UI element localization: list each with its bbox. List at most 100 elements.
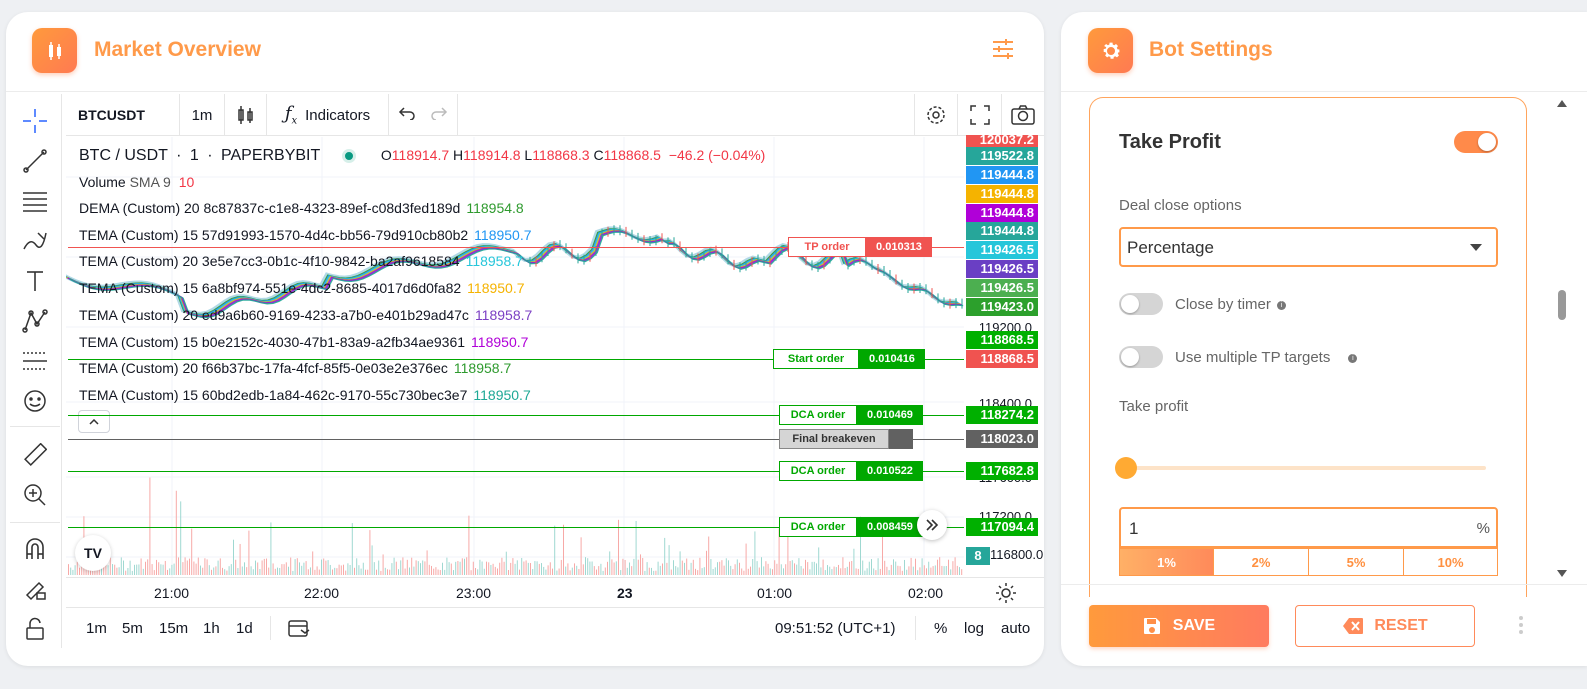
order-amount (889, 429, 913, 449)
volume-legend: Volume SMA 9 10 (79, 174, 194, 190)
clock-display[interactable]: 09:51:52 (UTC+1) (775, 620, 896, 637)
collapse-legend-button[interactable] (78, 410, 110, 433)
change-value: −46.2 (−0.04%) (668, 147, 766, 163)
indicator-legend-row[interactable]: TEMA (Custom) 20 f66b37bc-17fa-4fcf-85f5… (79, 360, 511, 376)
bot-title: Bot Settings (1149, 38, 1273, 61)
brush-icon[interactable] (20, 226, 50, 256)
range-button-15m[interactable]: 15m (159, 620, 189, 637)
indicators-button[interactable]: ƒx Indicators (267, 94, 389, 136)
settings-scrollbar[interactable] (1554, 98, 1568, 582)
camera-icon[interactable] (1002, 94, 1044, 136)
horizontal-lines-icon[interactable] (20, 186, 50, 216)
fib-icon[interactable] (20, 346, 50, 376)
preset-10-percent[interactable]: 10% (1403, 548, 1498, 576)
auto-scale-toggle[interactable]: auto (1001, 620, 1031, 637)
fullscreen-icon[interactable] (958, 94, 1002, 136)
settings-gear-icon[interactable] (914, 94, 958, 136)
reset-button[interactable]: RESET (1295, 605, 1475, 647)
text-icon[interactable] (20, 266, 50, 296)
preset-1-percent[interactable]: 1% (1119, 548, 1214, 576)
order-line (68, 439, 964, 440)
indicator-value: 118958.7 (474, 306, 533, 323)
order-amount: 0.010313 (866, 237, 932, 257)
magnet-icon[interactable] (20, 534, 50, 564)
order-amount: 0.010522 (857, 461, 923, 481)
undo-icon[interactable] (398, 106, 416, 124)
crosshair-icon[interactable] (20, 106, 50, 136)
indicator-legend-row[interactable]: TEMA (Custom) 15 60bd2edb-1a84-462c-9170… (79, 387, 531, 403)
symbol-button[interactable]: BTCUSDT (66, 94, 180, 136)
trend-line-icon[interactable] (20, 146, 50, 176)
reset-label: RESET (1374, 617, 1428, 634)
low-value: 118868.3 (532, 147, 590, 163)
indicator-legend-row[interactable]: TEMA (Custom) 15 57d91993-1570-4d4c-bb56… (79, 227, 532, 243)
close-by-timer-toggle[interactable] (1119, 293, 1163, 315)
scroll-thumb[interactable] (1558, 290, 1566, 320)
ruler-icon[interactable] (20, 440, 50, 470)
indicator-legend-row[interactable]: TEMA (Custom) 20 ed9a6b60-9169-4233-a7b0… (79, 307, 532, 323)
percent-scale-toggle[interactable]: % (934, 620, 948, 637)
take-profit-slider[interactable] (1115, 457, 1488, 479)
indicator-legend-row[interactable]: DEMA (Custom) 20 8c87837c-c1e8-4323-89ef… (79, 200, 524, 216)
interval-button[interactable]: 1m (180, 94, 225, 136)
multiple-tp-toggle[interactable] (1119, 346, 1163, 368)
more-options-icon[interactable] (1519, 616, 1525, 636)
order-label[interactable]: DCA order 0.008459 (779, 517, 923, 537)
lock-drawing-icon[interactable] (20, 574, 50, 604)
indicator-legend-row[interactable]: TEMA (Custom) 15 b0e2152c-4030-47b1-83a9… (79, 334, 528, 350)
range-button-1h[interactable]: 1h (203, 620, 220, 637)
close-by-timer-label: Close by timer (1175, 296, 1271, 313)
deal-close-select[interactable]: Percentage (1119, 227, 1498, 267)
order-label[interactable]: DCA order 0.010522 (779, 461, 923, 481)
percent-unit: % (1476, 520, 1490, 537)
pattern-icon[interactable] (20, 306, 50, 336)
order-type: TP order (788, 237, 866, 257)
axis-settings-icon[interactable] (996, 583, 1016, 606)
sliders-icon[interactable] (990, 36, 1016, 62)
range-button-5m[interactable]: 5m (122, 620, 143, 637)
order-label[interactable]: TP order 0.010313 (788, 237, 932, 257)
low-label: L (524, 147, 533, 163)
indicator-legend-row[interactable]: TEMA (Custom) 15 6a8bf974-551e-4dc2-8685… (79, 280, 525, 296)
zoom-in-icon[interactable] (20, 480, 50, 510)
log-scale-toggle[interactable]: log (964, 620, 985, 637)
order-amount: 0.010416 (859, 349, 925, 369)
unlock-icon[interactable] (20, 614, 50, 644)
info-icon[interactable]: i (1348, 353, 1358, 363)
scroll-to-realtime-icon[interactable] (917, 510, 947, 540)
volume-value: 10 (178, 174, 195, 190)
gear-icon (1088, 28, 1133, 73)
range-button-1m[interactable]: 1m (86, 620, 107, 637)
order-type: DCA order (779, 461, 857, 481)
order-label[interactable]: DCA order 0.010469 (779, 405, 923, 425)
chart-type-button[interactable] (225, 94, 267, 136)
preset-5-percent[interactable]: 5% (1308, 548, 1404, 576)
time-axis[interactable]: 21:00 22:00 23:00 23 01:00 02:00 (66, 577, 1044, 607)
save-button[interactable]: SAVE (1089, 605, 1269, 647)
chart-canvas (66, 137, 964, 577)
preset-2-percent[interactable]: 2% (1213, 548, 1309, 576)
indicator-name: DEMA (Custom) 20 8c87837c-c1e8-4323-89ef… (79, 200, 461, 216)
take-profit-input[interactable]: 1 % (1119, 507, 1498, 548)
price-tag: 119444.8 (966, 185, 1038, 203)
order-label[interactable]: Final breakeven (779, 429, 913, 449)
range-button-1d[interactable]: 1d (236, 620, 253, 637)
legend-separator: · (207, 147, 213, 164)
scroll-up-arrow-icon[interactable] (1557, 100, 1567, 107)
scroll-down-arrow-icon[interactable] (1557, 570, 1567, 577)
price-tag: 119444.8 (966, 204, 1038, 222)
price-tag: 118023.0 (966, 430, 1038, 448)
order-label[interactable]: Start order 0.010416 (773, 349, 925, 369)
info-icon[interactable]: i (1276, 300, 1286, 310)
redo-icon[interactable] (430, 106, 448, 124)
emoji-icon[interactable] (20, 386, 50, 416)
slider-thumb[interactable] (1115, 457, 1137, 479)
date-range-icon[interactable] (288, 618, 310, 642)
time-label: 02:00 (908, 585, 944, 601)
order-line (68, 247, 964, 248)
indicator-value: 118950.7 (474, 226, 532, 243)
indicator-legend-row[interactable]: TEMA (Custom) 20 3e5e7cc3-0b1c-4f10-9842… (79, 253, 523, 269)
take-profit-toggle[interactable] (1454, 131, 1498, 153)
price-chart[interactable] (66, 137, 1044, 577)
price-tag: 117682.8 (966, 462, 1038, 480)
